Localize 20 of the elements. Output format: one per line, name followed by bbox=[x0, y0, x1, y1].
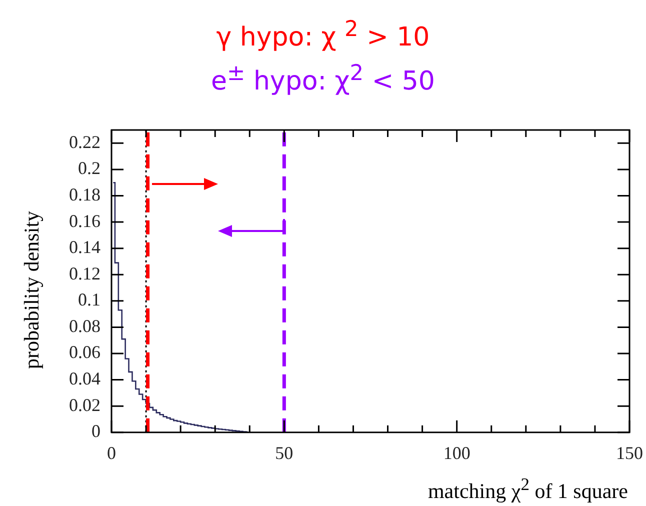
x-tick-label: 150 bbox=[616, 442, 643, 463]
chart-subtitle: e$^{±}$ hypo: χ$^{2}$ < 50 bbox=[210, 60, 436, 98]
y-tick-label: 0.12 bbox=[69, 263, 100, 284]
y-tick-label: 0.16 bbox=[69, 210, 100, 231]
chart-title: γ hypo: χ $^{2}$ > 10 bbox=[215, 16, 431, 55]
y-tick-label: 0.06 bbox=[69, 342, 100, 362]
x-axis-title: matching χ$^{2}$ of 1 square bbox=[428, 474, 628, 504]
x-tick-label: 100 bbox=[443, 442, 470, 463]
y-tick-label: 0.08 bbox=[69, 316, 100, 336]
y-tick-label: 0.2 bbox=[78, 158, 100, 178]
y-tick-label: 0.22 bbox=[69, 132, 100, 152]
y-tick-label: 0.04 bbox=[69, 368, 100, 389]
y-tick-label: 0.02 bbox=[69, 394, 100, 415]
x-tick-label: 50 bbox=[275, 442, 294, 463]
y-tick-label: 0 bbox=[92, 421, 100, 442]
y-tick-label: 0.14 bbox=[69, 237, 100, 258]
y-axis-title: probability density bbox=[20, 210, 44, 370]
x-tick-label: 0 bbox=[107, 442, 116, 463]
y-tick-label: 0.1 bbox=[78, 290, 100, 310]
y-tick-label: 0.18 bbox=[69, 184, 100, 204]
